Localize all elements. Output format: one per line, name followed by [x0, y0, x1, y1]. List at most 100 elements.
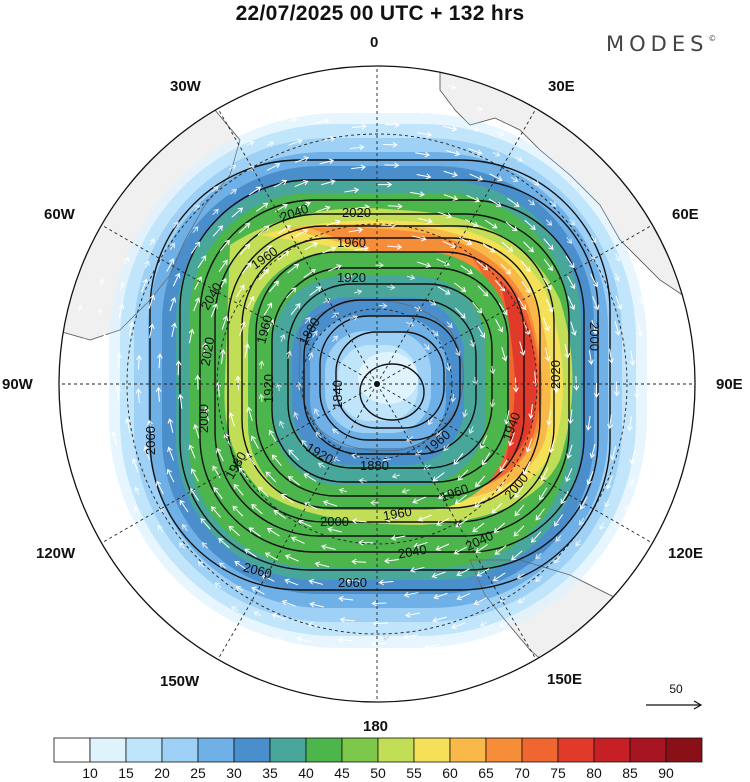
wind-arrow — [517, 297, 526, 311]
wind-arrow — [530, 531, 542, 543]
contour-label: 1880 — [360, 458, 389, 473]
wind-arrow — [263, 302, 273, 316]
wind-arrow — [489, 173, 503, 182]
wind-arrow — [314, 118, 330, 124]
wind-arrow — [528, 404, 535, 420]
colorbar — [53, 737, 703, 763]
wind-arrow — [522, 461, 531, 475]
contour-1880 — [303, 299, 477, 455]
wind-arrow — [188, 328, 195, 344]
wind-arrow — [278, 225, 291, 234]
colorbar-label: 70 — [514, 765, 530, 781]
wind-arrow — [123, 256, 130, 265]
wind-arrow — [143, 445, 151, 461]
wind-arrow — [586, 470, 594, 486]
lon-label-150w: 150W — [160, 673, 200, 690]
wind-arrow — [496, 130, 505, 137]
wind-arrow — [351, 518, 367, 524]
wind-arrow — [498, 302, 508, 316]
wind-arrow — [473, 597, 488, 606]
wind-arrow — [304, 242, 318, 251]
wind-arrow — [476, 260, 489, 271]
wind-arrow — [258, 393, 265, 403]
wind-arrow — [409, 566, 425, 573]
wind-arrow — [212, 225, 224, 237]
wind-arrow — [520, 260, 531, 273]
wind-arrow — [319, 74, 329, 81]
wind-arrow — [166, 258, 175, 272]
wind-arrow — [567, 296, 576, 311]
wind-arrow — [445, 150, 461, 157]
wind-arrow — [417, 131, 433, 138]
contour-2020 — [199, 199, 585, 553]
wind-arrow — [568, 218, 575, 226]
wind-arrow — [229, 188, 238, 195]
wind-arrow — [312, 330, 318, 338]
graticule — [59, 66, 695, 702]
wind-arrow — [435, 543, 450, 551]
wind-arrow — [662, 298, 669, 307]
wind-arrow — [258, 360, 265, 369]
wind-arrow — [315, 431, 322, 439]
wind-arrow — [671, 454, 677, 464]
wind-arrow — [238, 222, 251, 234]
wind-arrow — [379, 101, 395, 108]
wind-arrow — [579, 496, 588, 510]
wind-arrow — [412, 235, 427, 242]
wind-arrow — [266, 162, 281, 171]
colorbar-cell — [485, 737, 523, 763]
wind-arrow — [443, 444, 450, 452]
wind-arrow — [403, 633, 419, 640]
wind-arrow — [197, 561, 205, 568]
wind-arrow — [424, 644, 440, 650]
wind-arrow — [472, 301, 483, 314]
wind-arrow — [489, 365, 496, 375]
wind-arrow — [443, 194, 459, 201]
wind-arrow — [566, 236, 573, 245]
wind-arrow — [277, 251, 290, 261]
wind-arrow — [614, 321, 621, 336]
wind-arrow — [212, 465, 221, 479]
wind-arrow — [297, 519, 312, 528]
lon-label-90e: 90E — [716, 376, 743, 393]
wind-arrow — [314, 561, 330, 568]
wind-arrow — [639, 274, 646, 283]
wind-arrow — [442, 125, 458, 132]
wind-arrow — [221, 315, 229, 330]
wind-arrow — [111, 431, 117, 447]
wind-arrow — [433, 592, 448, 600]
wind-arrow — [301, 439, 308, 447]
wind-arrow — [304, 316, 311, 324]
wind-arrow — [527, 199, 535, 206]
wind-arrow — [133, 506, 140, 515]
wind-arrow — [197, 255, 207, 269]
wind-arrow — [453, 453, 464, 466]
wind-arrow — [266, 528, 280, 537]
wind-arrow — [236, 284, 245, 298]
wind-arrow — [211, 186, 219, 193]
wind-arrow — [674, 388, 680, 398]
wind-arrow — [540, 467, 549, 482]
lon-label-60e: 60E — [672, 206, 699, 223]
wind-arrow — [309, 601, 324, 608]
wind-arrow — [293, 411, 299, 420]
colorbar-cell — [197, 737, 235, 763]
contour-label: 1960 — [337, 235, 366, 250]
wind-arrow — [650, 352, 657, 368]
wind-arrow — [443, 170, 458, 178]
contour-label: 1920 — [337, 270, 366, 285]
lon-label-120w: 120W — [36, 545, 76, 562]
wind-arrow — [67, 432, 74, 442]
wind-arrow — [548, 438, 556, 454]
wind-arrow — [387, 203, 403, 210]
wind-arrow — [289, 117, 298, 123]
wind-arrow — [567, 409, 574, 425]
colorbar-cell — [629, 737, 667, 763]
wind-arrow — [190, 241, 200, 254]
wind-arrow — [391, 473, 401, 479]
colorbar-cell — [233, 737, 271, 763]
wind-arrow — [326, 219, 341, 227]
wind-arrow — [155, 386, 162, 402]
wind-arrow — [489, 399, 496, 408]
colorbar-label: 15 — [118, 765, 134, 781]
